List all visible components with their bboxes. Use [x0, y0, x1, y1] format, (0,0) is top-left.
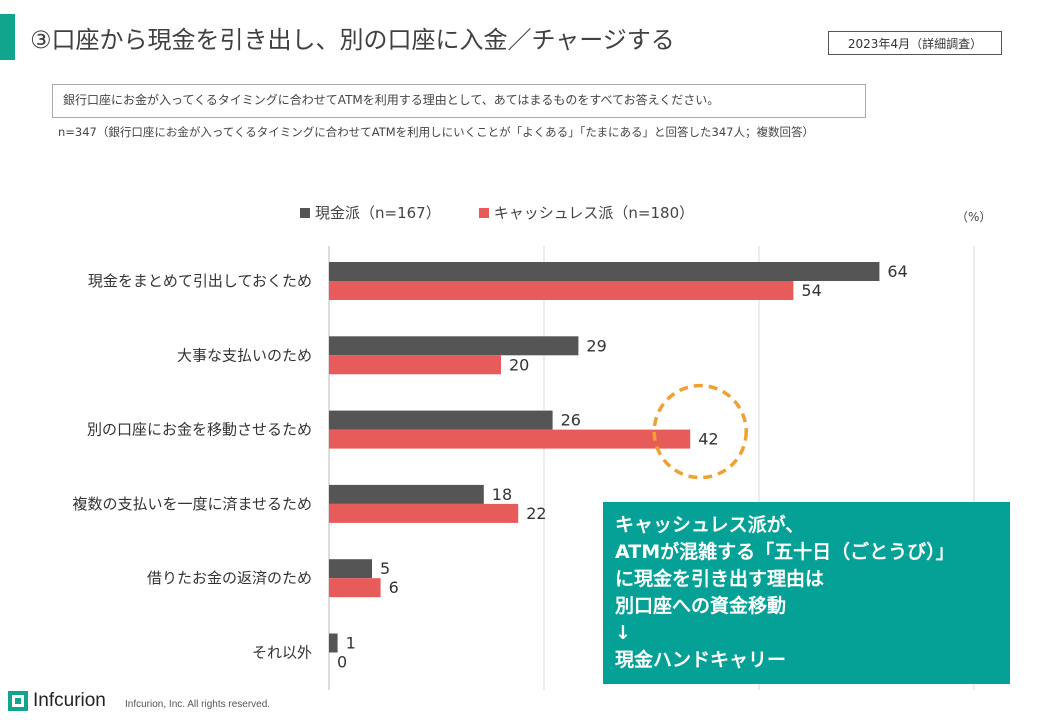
copyright: Infcurion, Inc. All rights reserved. — [125, 699, 271, 710]
company-logo: Infcurion — [8, 690, 106, 712]
bar-cash — [329, 633, 338, 653]
callout-line: に現金を引き出す理由は — [615, 568, 825, 590]
survey-date-badge: 2023年4月（詳細調査） — [828, 31, 1002, 55]
survey-question: 銀行口座にお金が入ってくるタイミングに合わせてATMを利用する理由として、あては… — [52, 84, 866, 118]
page-title: ③口座から現金を引き出し、別の口座に入金／チャージする — [30, 26, 675, 54]
callout-line: 現金ハンドキャリー — [615, 649, 787, 671]
bar-cashless — [329, 503, 519, 523]
data-label: 29 — [586, 336, 606, 355]
bar-cashless — [329, 578, 381, 598]
logo-icon — [8, 691, 28, 711]
legend-label-cash: 現金派（n=167） — [315, 204, 441, 222]
data-label: 0 — [337, 653, 347, 672]
legend-item-cash: 現金派（n=167） — [300, 202, 441, 223]
bar-cash — [329, 484, 484, 504]
bar-cashless — [329, 429, 691, 449]
sample-note: n=347（銀行口座にお金が入ってくるタイミングに合わせてATMを利用しにいくこ… — [58, 125, 814, 139]
data-label: 6 — [389, 578, 399, 597]
chart-legend: 現金派（n=167） キャッシュレス派（n=180） — [300, 202, 732, 223]
legend-swatch-cashless — [478, 207, 489, 218]
bar-cash — [329, 336, 579, 356]
data-label: 1 — [346, 634, 356, 653]
category-label: 現金をまとめて引出しておくため — [88, 272, 312, 290]
data-label: 20 — [509, 355, 529, 374]
callout-line: キャッシュレス派が、 — [615, 514, 805, 536]
data-label: 42 — [698, 430, 718, 449]
bar-cashless — [329, 281, 794, 300]
unit-label: （%） — [956, 210, 992, 224]
legend-label-cashless: キャッシュレス派（n=180） — [493, 204, 695, 222]
callout-line: 別口座への資金移動 — [615, 595, 787, 617]
data-label: 22 — [526, 504, 546, 523]
data-label: 64 — [887, 262, 907, 281]
logo-text: Infcurion — [33, 690, 106, 711]
callout-line: ATMが混雑する「五十日（ごとうび）」 — [615, 541, 955, 563]
data-label: 18 — [492, 485, 512, 504]
callout-line: ↓ — [615, 622, 631, 644]
highlight-circle — [652, 383, 748, 480]
data-label: 54 — [801, 281, 821, 300]
bar-cash — [329, 410, 553, 430]
bar-cash — [329, 262, 880, 281]
callout-box: キャッシュレス派が、 ATMが混雑する「五十日（ごとうび）」 に現金を引き出す理… — [603, 502, 1010, 684]
category-label: 借りたお金の返済のため — [147, 569, 312, 587]
category-label: 複数の支払いを一度に済ませるため — [72, 495, 312, 513]
category-label: 別の口座にお金を移動させるため — [87, 421, 312, 439]
title-accent-bar — [0, 14, 15, 60]
category-label: 大事な支払いのため — [177, 346, 312, 364]
bar-cash — [329, 559, 372, 579]
legend-item-cashless: キャッシュレス派（n=180） — [478, 202, 695, 223]
data-label: 5 — [380, 559, 390, 578]
bar-cashless — [329, 355, 501, 375]
data-label: 26 — [561, 411, 581, 430]
category-label: それ以外 — [252, 644, 312, 662]
legend-swatch-cash — [300, 207, 310, 218]
